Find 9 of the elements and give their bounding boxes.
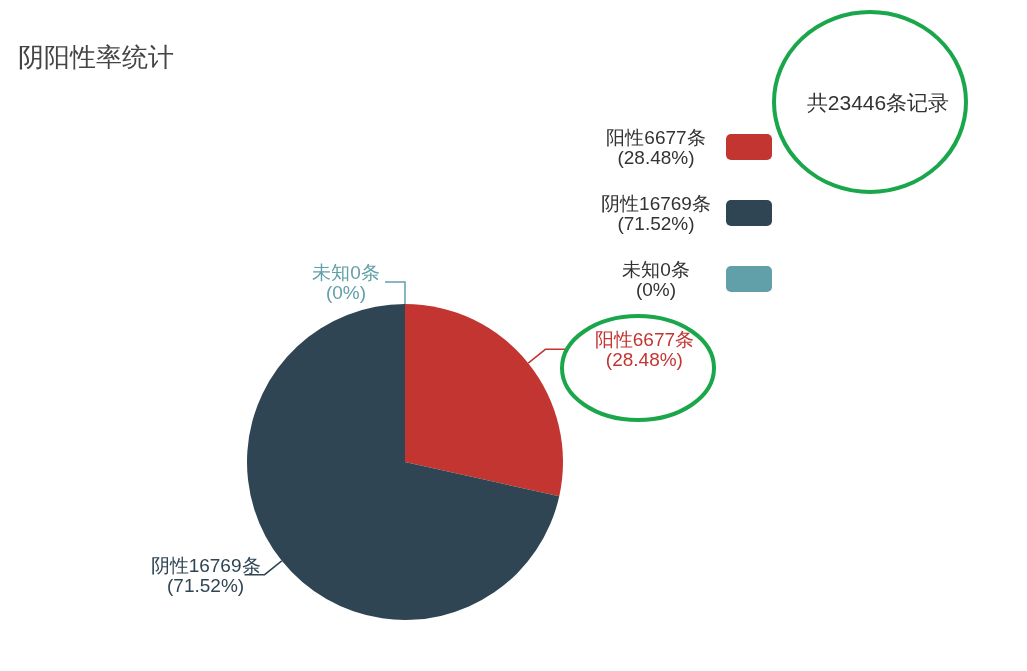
- slice-label: 阴性16769条 (71.52%): [150, 554, 261, 596]
- slice-label: 阳性6677条 (28.48%): [594, 329, 695, 371]
- legend-label: 阴性16769条 (71.52%): [601, 193, 711, 234]
- legend-label: 未知0条 (0%): [312, 262, 380, 303]
- text: 共23446条记录: [806, 91, 950, 114]
- chart-title: 阴阳性率统计: [18, 41, 174, 74]
- pie-slice: [405, 304, 563, 497]
- legend-label: 阳性6677条 (28.48%): [606, 127, 706, 168]
- category-label: 未知0条 (0%): [622, 259, 690, 300]
